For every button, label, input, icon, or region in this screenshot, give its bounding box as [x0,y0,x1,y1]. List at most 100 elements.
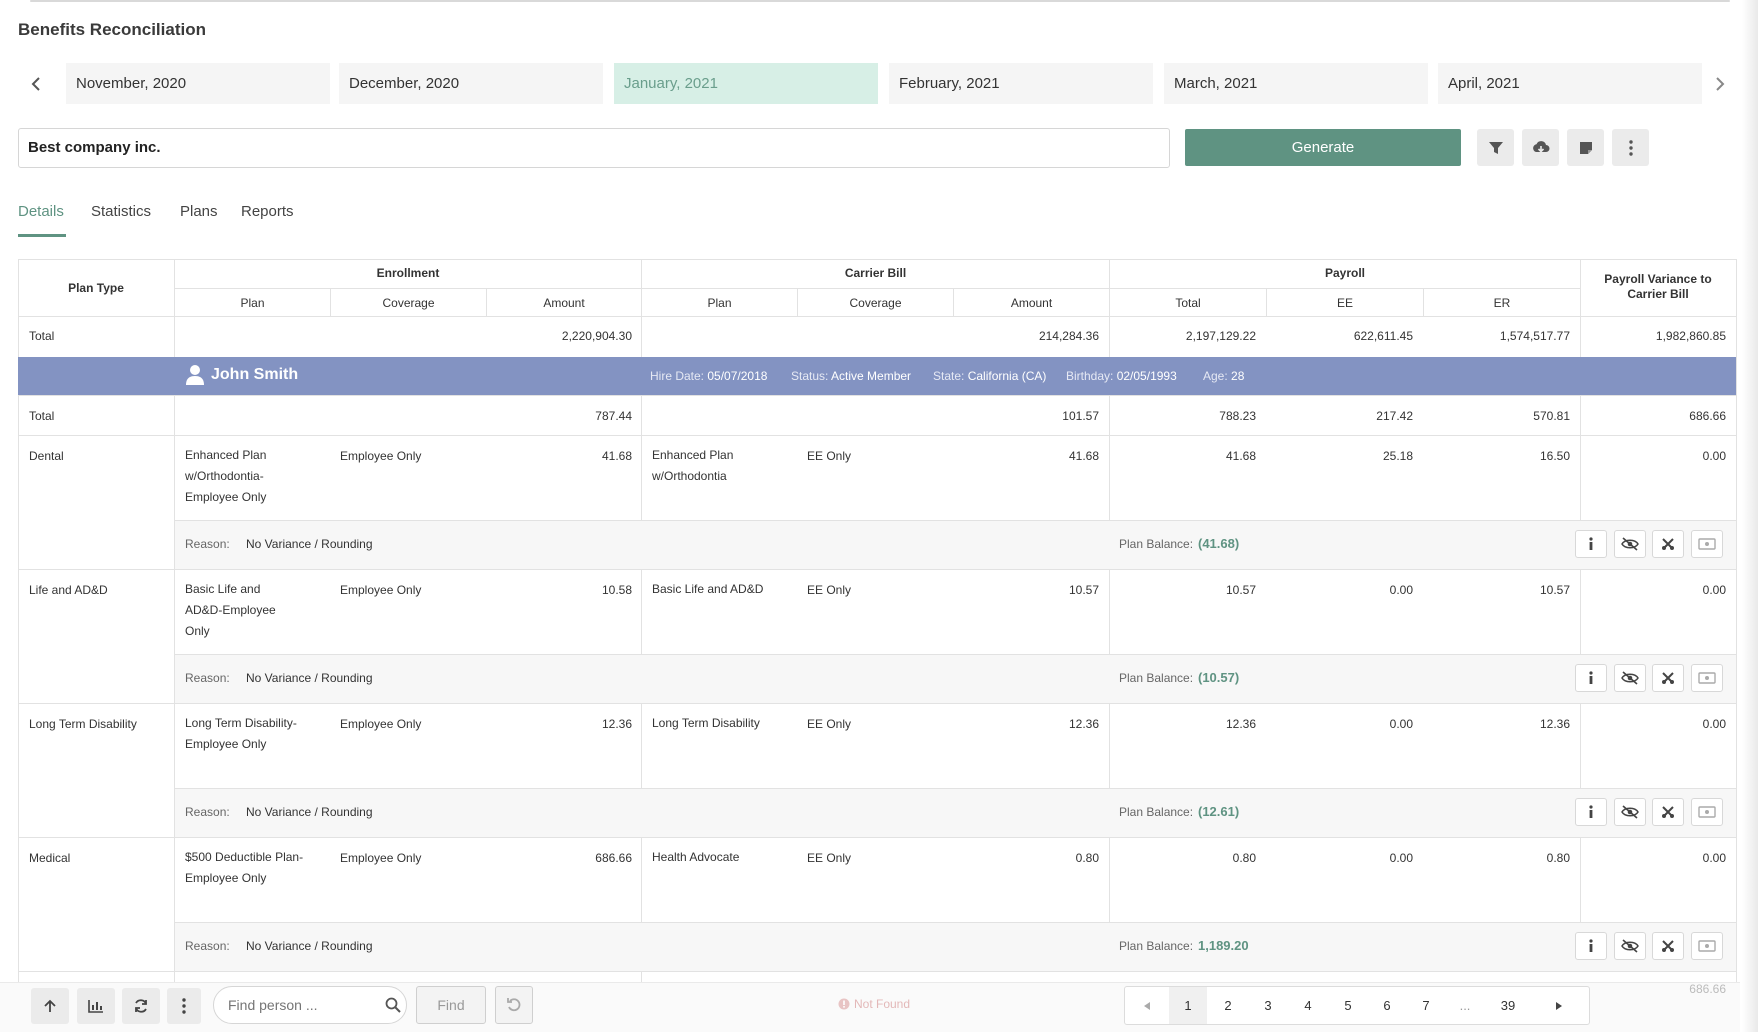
page-3[interactable]: 3 [1264,998,1272,1013]
page-next-button[interactable] [1537,987,1581,1024]
info-button[interactable] [1575,798,1607,826]
hide-button[interactable] [1614,664,1646,692]
variance-cell: 0.00 [1702,449,1726,463]
money-icon [1698,538,1716,550]
header-payroll: Payroll [1324,266,1366,280]
page-39[interactable]: 39 [1500,998,1516,1013]
enroll-plan-cell: Basic Life and AD&D-Employee Only [185,582,276,638]
plan-balance-label: Plan Balance: [1119,939,1194,953]
partial-row-variance: 686.66 [1689,982,1726,996]
grand-total-payroll-total: 2,197,129.22 [1185,329,1256,343]
carrier-amount-cell: 10.57 [1068,583,1099,597]
payment-button[interactable] [1691,530,1723,558]
month-next-button[interactable] [1702,63,1738,104]
month-prev-button[interactable] [18,63,54,104]
info-button[interactable] [1575,932,1607,960]
find-button[interactable]: Find [416,986,486,1024]
hide-button[interactable] [1614,932,1646,960]
page-7[interactable]: 7 [1422,998,1430,1013]
refresh-button[interactable] [122,988,160,1024]
carrier-coverage-cell: EE Only [807,717,852,731]
header-carrier-plan: Plan [707,296,732,310]
person-header[interactable] [18,357,1736,395]
reason-value[interactable]: No Variance / Rounding [246,939,373,953]
reason-label: Reason: [185,537,230,551]
header-enroll-plan: Plan [240,296,265,310]
filter-button[interactable] [1477,129,1514,166]
member-age: Age: 28 [1203,369,1245,383]
split-button[interactable] [1652,932,1684,960]
payroll-total-cell: 0.80 [1232,851,1256,865]
top-divider [30,0,1730,2]
download-button[interactable] [1522,129,1559,166]
reason-value[interactable]: No Variance / Rounding [246,671,373,685]
plan-type-cell: Life and AD&D [29,583,108,597]
bottom-more-button[interactable] [167,988,201,1024]
tab-plans[interactable]: Plans [180,203,218,220]
month-tab-january-2021[interactable]: January, 2021 [614,63,878,104]
header-payroll-ee: EE [1336,296,1353,310]
eye-off-icon [1621,939,1639,953]
page-prev-button[interactable] [1125,987,1169,1024]
search-icon [385,997,401,1013]
header-carrier-amount: Amount [1010,296,1053,310]
month-tab-march-2021[interactable]: March, 2021 [1164,63,1428,104]
split-button[interactable] [1652,530,1684,558]
split-button[interactable] [1652,664,1684,692]
header-carrier-coverage: Coverage [849,296,902,310]
payroll-er-cell: 10.57 [1539,583,1570,597]
tab-active-indicator [18,234,66,237]
page-6[interactable]: 6 [1383,998,1391,1013]
hide-button[interactable] [1614,798,1646,826]
enroll-plan-cell: Enhanced Plan w/Orthodontia-Employee Onl… [185,448,267,504]
payment-button[interactable] [1691,932,1723,960]
plan-balance-value: (12.61) [1198,804,1240,819]
enroll-amount-cell: 10.58 [601,583,632,597]
company-select[interactable]: Best company inc. [18,128,1170,168]
note-button[interactable] [1567,129,1604,166]
arrow-up-icon [44,999,56,1012]
month-tab-december-2020[interactable]: December, 2020 [339,63,603,104]
tab-statistics[interactable]: Statistics [91,203,152,220]
chart-button[interactable] [77,988,115,1024]
carrier-coverage-cell: EE Only [807,851,852,865]
member-birthday: Birthday: 02/05/1993 [1066,369,1177,383]
tab-reports[interactable]: Reports [241,203,294,220]
header-carrier-bill: Carrier Bill [844,266,907,280]
hide-button[interactable] [1614,530,1646,558]
page-2[interactable]: 2 [1224,998,1232,1013]
payment-button[interactable] [1691,798,1723,826]
payment-button[interactable] [1691,664,1723,692]
chevron-right-icon [1716,76,1725,91]
cloud-download-icon [1532,140,1549,153]
reason-value[interactable]: No Variance / Rounding [246,537,373,551]
month-tab-april-2021[interactable]: April, 2021 [1438,63,1702,104]
search-status: Not Found [838,997,910,1011]
person-total-variance: 686.66 [1689,409,1726,423]
scroll-top-button[interactable] [31,988,69,1024]
person-total-enroll-amount: 787.44 [595,409,632,423]
info-button[interactable] [1575,664,1607,692]
page-4[interactable]: 4 [1304,998,1312,1013]
month-tab-november-2020[interactable]: November, 2020 [66,63,330,104]
find-person-input[interactable] [213,986,407,1024]
grand-total-er: 1,574,517.77 [1499,329,1570,343]
hire-date: Hire Date: 05/07/2018 [650,369,768,383]
reason-value[interactable]: No Variance / Rounding [246,805,373,819]
split-button[interactable] [1652,798,1684,826]
person-name[interactable]: John Smith [211,366,299,383]
grand-total-enroll-amount: 2,220,904.30 [561,329,632,343]
carrier-plan-cell: Health Advocate [652,850,740,864]
grand-total-ee: 622,611.45 [1353,329,1413,343]
page-5[interactable]: 5 [1344,998,1352,1013]
plan-type-cell: Dental [29,449,64,463]
carrier-coverage-cell: EE Only [807,583,852,597]
month-tab-february-2021[interactable]: February, 2021 [889,63,1153,104]
tab-details[interactable]: Details [18,203,64,220]
generate-button[interactable]: Generate [1185,129,1461,166]
more-options-button[interactable] [1612,129,1649,166]
page-1[interactable]: 1 [1169,987,1207,1024]
info-button[interactable] [1575,530,1607,558]
reset-search-button[interactable] [495,986,533,1024]
reason-label: Reason: [185,939,230,953]
